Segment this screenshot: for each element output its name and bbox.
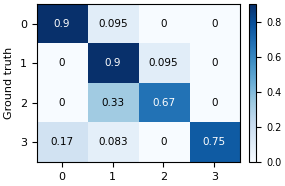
Y-axis label: Ground truth: Ground truth <box>4 47 14 119</box>
Text: 0.9: 0.9 <box>105 58 121 68</box>
Text: 0: 0 <box>59 98 65 108</box>
Text: 0.083: 0.083 <box>98 137 127 147</box>
Text: 0.095: 0.095 <box>98 19 127 29</box>
Text: 0: 0 <box>59 58 65 68</box>
Text: 0.17: 0.17 <box>50 137 74 147</box>
Text: 0: 0 <box>160 19 167 29</box>
Text: 0.33: 0.33 <box>101 98 124 108</box>
Text: 0.67: 0.67 <box>152 98 175 108</box>
Text: 0.9: 0.9 <box>54 19 70 29</box>
Text: 0.75: 0.75 <box>203 137 226 147</box>
Text: 0.095: 0.095 <box>149 58 178 68</box>
Text: 0: 0 <box>211 19 217 29</box>
Text: 0: 0 <box>211 58 217 68</box>
Text: 0: 0 <box>211 98 217 108</box>
Text: 0: 0 <box>160 137 167 147</box>
